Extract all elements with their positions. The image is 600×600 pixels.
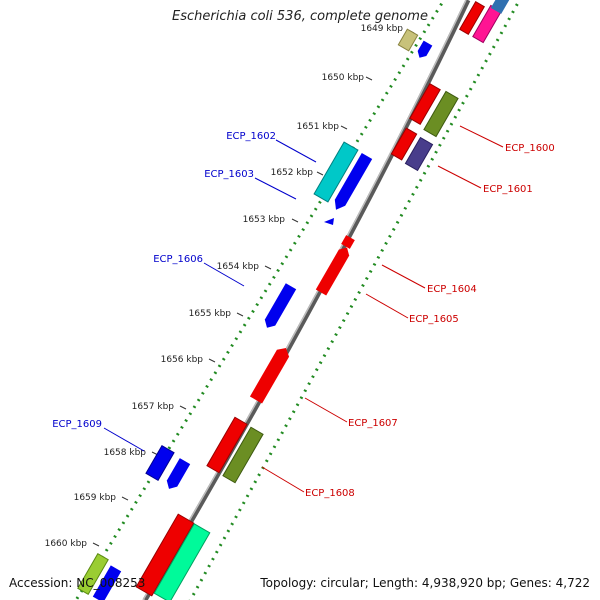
tick-label-1660: 1660 kbp: [45, 539, 88, 549]
gene-arrow-small: [324, 218, 334, 225]
gene-feature: [404, 136, 434, 172]
gene-feature: [409, 82, 441, 126]
gene-arrow: [166, 458, 191, 489]
gene-feature: [341, 235, 355, 249]
gene-arrow: [315, 247, 350, 296]
gene-arrow: [334, 153, 373, 210]
kbp-tick-marks: [92, 29, 415, 547]
gene-feature: [490, 0, 510, 14]
gene-label-ecp-1601: ECP_1601: [483, 184, 533, 195]
gene-label-ecp-1605: ECP_1605: [409, 314, 459, 325]
tick-label-1653: 1653 kbp: [243, 215, 286, 225]
accession-text: Accession: NC_008253: [9, 576, 146, 590]
gene-label-ecp-1600: ECP_1600: [505, 143, 555, 154]
gene-feature: [135, 513, 195, 597]
gene-feature: [397, 28, 419, 52]
tick-label-1651: 1651 kbp: [297, 122, 340, 132]
tick-label-1655: 1655 kbp: [189, 309, 232, 319]
label-leaders: [103, 125, 504, 493]
gene-label-ecp-1606: ECP_1606: [153, 254, 203, 265]
gene-features: [77, 0, 510, 600]
gene-label-ecp-1609: ECP_1609: [52, 419, 102, 430]
dotted-guides: [74, 0, 522, 600]
tick-label-1657: 1657 kbp: [132, 402, 175, 412]
tick-label-1654: 1654 kbp: [217, 262, 260, 272]
gene-label-ecp-1602: ECP_1602: [226, 131, 276, 142]
gene-arrow: [417, 40, 433, 58]
gene-feature: [206, 416, 248, 474]
tick-label-1659: 1659 kbp: [74, 493, 117, 503]
gene-feature: [390, 127, 418, 161]
gene-labels-left: ECP_1602 ECP_1603 ECP_1606 ECP_1609: [52, 131, 276, 430]
gene-feature: [92, 565, 122, 600]
tick-label-1656: 1656 kbp: [161, 355, 204, 365]
gene-label-ecp-1608: ECP_1608: [305, 488, 355, 499]
gene-feature: [77, 552, 109, 596]
gene-label-ecp-1603: ECP_1603: [204, 169, 254, 180]
gene-feature: [458, 0, 486, 36]
genome-backbone: [142, 0, 471, 600]
inner-dotted-guide: [188, 0, 522, 600]
gene-feature: [145, 444, 175, 482]
gene-label-ecp-1604: ECP_1604: [427, 284, 477, 295]
gene-feature: [313, 141, 359, 203]
gene-feature: [222, 426, 264, 484]
gene-arrow: [264, 283, 297, 328]
genome-summary-text: Topology: circular; Length: 4,938,920 bp…: [260, 576, 590, 590]
outer-dotted-guide: [74, 0, 446, 600]
kbp-tick-labels: 1649 kbp 1650 kbp 1651 kbp 1652 kbp 1653…: [45, 24, 404, 549]
gene-arrow: [249, 348, 290, 404]
gene-feature: [153, 523, 211, 600]
gene-labels-right: ECP_1600 ECP_1601 ECP_1604 ECP_1605 ECP_…: [305, 143, 555, 499]
tick-label-1658: 1658 kbp: [104, 448, 147, 458]
gene-label-ecp-1607: ECP_1607: [348, 418, 398, 429]
tick-label-1652: 1652 kbp: [271, 168, 314, 178]
tick-label-1649: 1649 kbp: [361, 24, 404, 34]
tick-label-1650: 1650 kbp: [322, 73, 365, 83]
gene-feature: [423, 90, 459, 138]
map-title: Escherichia coli 536, complete genome: [172, 9, 428, 24]
